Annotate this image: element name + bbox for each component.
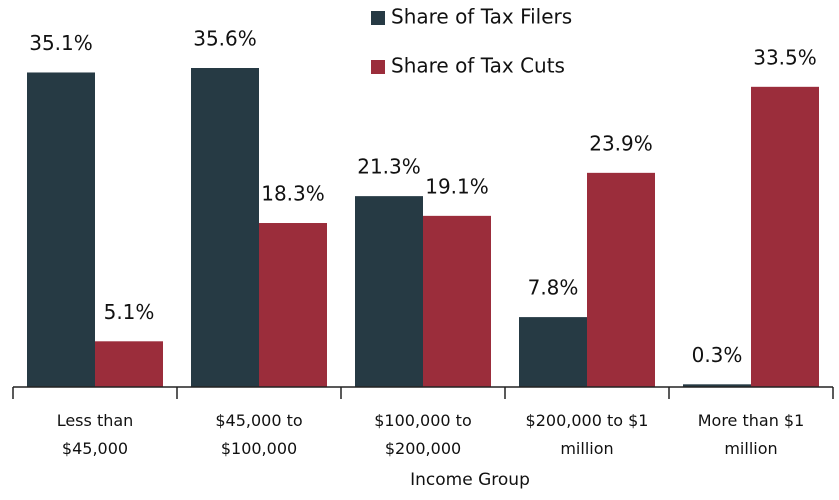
legend-swatch (371, 11, 385, 25)
x-tick-label: $200,000 to $1 million (525, 411, 649, 458)
data-label: 19.1% (425, 174, 489, 198)
bar (751, 86, 819, 387)
data-label: 21.3% (357, 155, 421, 179)
data-label: 35.1% (29, 31, 93, 55)
x-tick-label: More than $1 million (697, 411, 805, 458)
data-label: 7.8% (528, 276, 579, 300)
data-label: 0.3% (692, 343, 743, 367)
data-label: 5.1% (104, 300, 155, 324)
bar (423, 215, 491, 387)
x-tick-label: Less than $45,000 (56, 411, 134, 458)
bar (683, 384, 751, 387)
legend-label: Share of Tax Cuts (391, 54, 565, 78)
bar (355, 196, 423, 387)
bar (27, 72, 95, 387)
legend-label: Share of Tax Filers (391, 5, 572, 29)
bar (95, 341, 163, 387)
data-label: 35.6% (193, 27, 257, 51)
bar (519, 317, 587, 387)
bar (587, 172, 655, 387)
data-label: 33.5% (753, 45, 817, 69)
legend-swatch (371, 60, 385, 74)
x-tick-label: $45,000 to $100,000 (215, 411, 303, 458)
x-tick-label: $100,000 to $200,000 (374, 411, 472, 458)
data-label: 23.9% (589, 131, 653, 155)
data-label: 18.3% (261, 182, 325, 206)
bar (259, 223, 327, 387)
x-axis-label: Income Group (410, 470, 530, 490)
bar (191, 68, 259, 387)
